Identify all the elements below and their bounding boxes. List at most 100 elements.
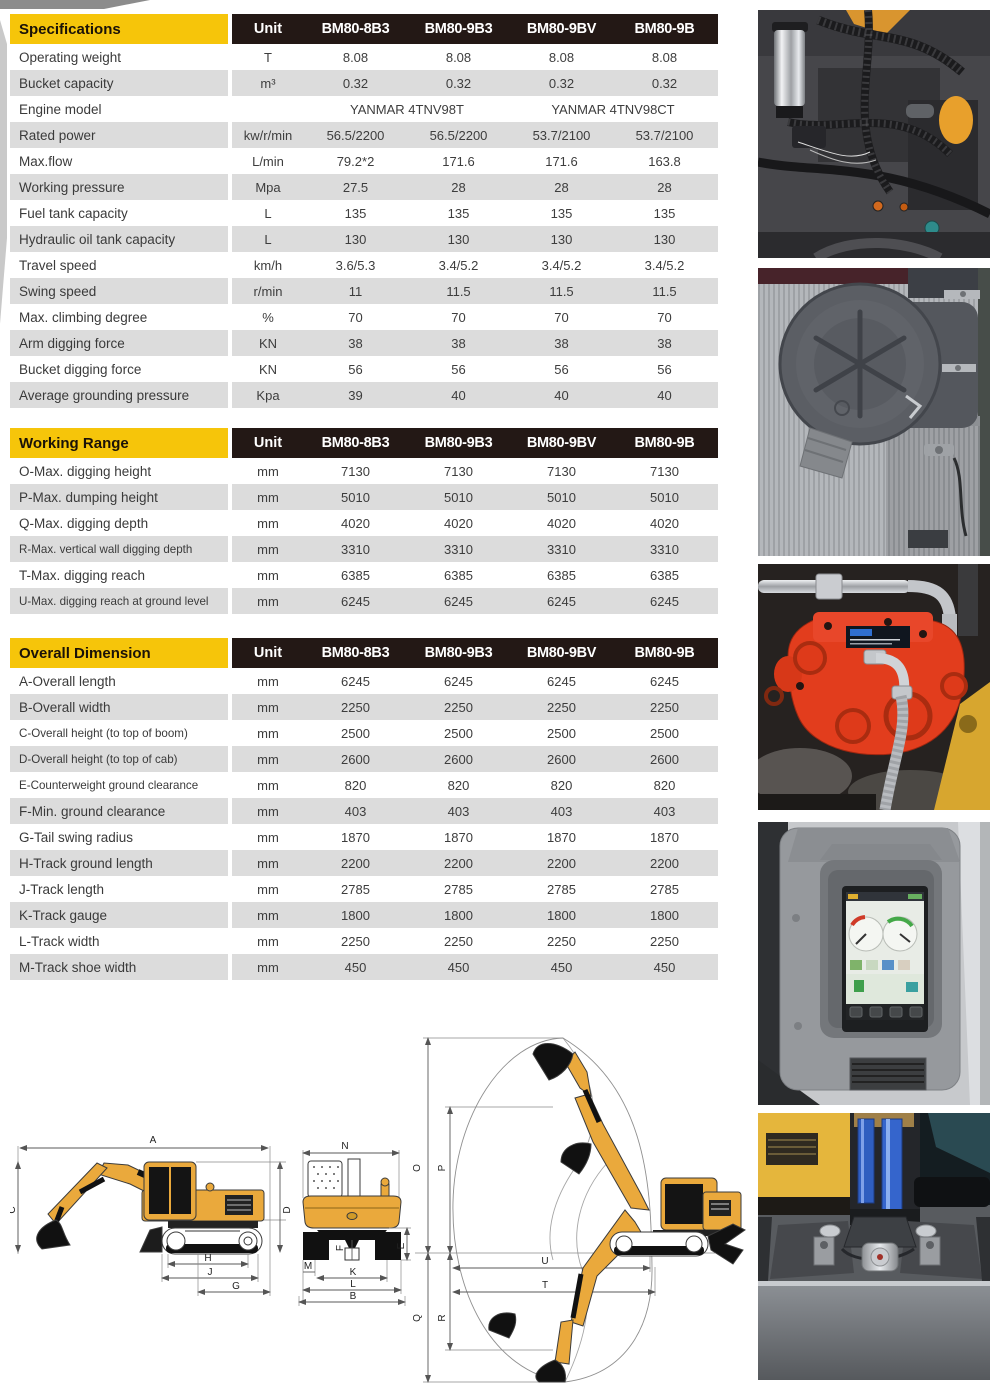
unit-cell: mm bbox=[257, 881, 279, 897]
value-cell: 3.4/5.2 bbox=[541, 257, 582, 273]
value-cell: 1870 bbox=[444, 829, 473, 845]
unit-cell: mm bbox=[257, 567, 279, 583]
row-label: Operating weight bbox=[19, 49, 122, 65]
table-row: L-Track width mm 2250 2250 2250 2250 bbox=[10, 928, 718, 954]
value-cell: 2785 bbox=[650, 881, 679, 897]
value-cell: 38 bbox=[348, 335, 363, 351]
model-column-header: BM80-9B3 bbox=[424, 645, 493, 661]
unit-cell: mm bbox=[257, 699, 279, 715]
table-title: Overall Dimension bbox=[10, 638, 228, 668]
side-view-dimension-drawing: A C D bbox=[10, 1135, 293, 1296]
table-row: K-Track gauge mm 1800 1800 1800 1800 bbox=[10, 902, 718, 928]
row-values: m³ 0.32 0.32 0.32 0.32 bbox=[232, 70, 718, 96]
value-cell: 2200 bbox=[341, 855, 370, 871]
dim-label-g: G bbox=[232, 1281, 240, 1292]
value-cell: 3.4/5.2 bbox=[644, 257, 685, 273]
row-values: L 135 135 135 135 bbox=[232, 200, 718, 226]
row-label: K-Track gauge bbox=[10, 902, 228, 928]
value-cell: 2500 bbox=[341, 725, 370, 741]
table-row: F-Min. ground clearance mm 403 403 403 403 bbox=[10, 798, 718, 824]
table-row: Hydraulic oil tank capacity L 130 130 130 130 bbox=[10, 226, 718, 252]
row-label: Hydraulic oil tank capacity bbox=[10, 226, 228, 252]
row-label: G-Tail swing radius bbox=[19, 829, 134, 845]
table-row: D-Overall height (to top of cab) mm 2600 26… bbox=[10, 746, 718, 772]
value-cell: 5010 bbox=[341, 489, 370, 505]
value-cell: 70 bbox=[451, 309, 466, 325]
row-label: Q-Max. digging depth bbox=[19, 515, 149, 531]
value-cell: 7130 bbox=[650, 463, 679, 479]
unit-cell: mm bbox=[257, 933, 279, 949]
value-cell: 1800 bbox=[444, 907, 473, 923]
row-values: mm 6245 6245 6245 6245 bbox=[232, 588, 718, 614]
table-row: G-Tail swing radius mm 1870 1870 1870 1870 bbox=[10, 824, 718, 850]
value-cell: 820 bbox=[344, 777, 367, 793]
value-cell: 130 bbox=[550, 231, 573, 247]
unit-cell: kw/r/min bbox=[243, 127, 293, 143]
corner-decoration bbox=[0, 0, 150, 324]
row-values: % 70 70 70 70 bbox=[232, 304, 718, 330]
unit-cell: mm bbox=[257, 463, 279, 479]
value-cell: 79.2*2 bbox=[336, 153, 375, 169]
value-cell: 40 bbox=[554, 387, 569, 403]
value-cell: 2500 bbox=[650, 725, 679, 741]
dim-label-a: A bbox=[150, 1135, 157, 1146]
row-label: Working pressure bbox=[10, 174, 228, 200]
table-header: Specifications Unit BM80-8B3 BM80-9B3 BM80-… bbox=[10, 14, 718, 44]
unit-cell: mm bbox=[257, 829, 279, 845]
value-cell: 56.5/2200 bbox=[326, 127, 385, 143]
hydraulic-pump-photo bbox=[758, 564, 990, 810]
row-values: mm 5010 5010 5010 5010 bbox=[232, 484, 718, 510]
table-body: O-Max. digging height mm 7130 7130 7130 7130 P… bbox=[10, 458, 718, 614]
value-cell: 5010 bbox=[444, 489, 473, 505]
table-row: Bucket capacity m³ 0.32 0.32 0.32 0.32 bbox=[10, 70, 718, 96]
table-header: Working Range Unit BM80-8B3 BM80-9B3 BM80-9… bbox=[10, 428, 718, 458]
value-cell: 2785 bbox=[444, 881, 473, 897]
value-cell: 28 bbox=[451, 179, 466, 195]
model-column-header: BM80-9BV bbox=[526, 21, 597, 37]
working-range-diagram: O P Q R U T bbox=[412, 1037, 746, 1383]
value-cell: 28 bbox=[657, 179, 672, 195]
row-label: E-Counterweight ground clearance bbox=[19, 778, 199, 792]
unit-cell: mm bbox=[257, 593, 279, 609]
value-cell: YANMAR 4TNV98T bbox=[350, 101, 464, 117]
row-values: mm 403 403 403 403 bbox=[232, 798, 718, 824]
table-title: Working Range bbox=[10, 428, 228, 458]
row-values: YANMAR 4TNV98T YANMAR 4TNV98CT bbox=[232, 96, 718, 122]
undercarriage-photo bbox=[758, 1113, 990, 1380]
engine-bay-photo bbox=[758, 10, 990, 258]
row-values: km/h 3.6/5.3 3.4/5.2 3.4/5.2 3.4/5.2 bbox=[232, 252, 718, 278]
row-values: T 8.08 8.08 8.08 8.08 bbox=[232, 44, 718, 70]
value-cell: 7130 bbox=[547, 463, 576, 479]
value-cell: 38 bbox=[554, 335, 569, 351]
value-cell: YANMAR 4TNV98CT bbox=[551, 101, 675, 117]
working-range-table: Working Range Unit BM80-8B3 BM80-9B3 BM80-9… bbox=[10, 428, 718, 614]
table-row: J-Track length mm 2785 2785 2785 2785 bbox=[10, 876, 718, 902]
value-cell: 40 bbox=[657, 387, 672, 403]
value-cell: 27.5 bbox=[342, 179, 369, 195]
rear-view-dimension-drawing: N E F M K bbox=[298, 1141, 411, 1306]
row-values: mm 2250 2250 2250 2250 bbox=[232, 694, 718, 720]
row-label: C-Overall height (to top of boom) bbox=[19, 726, 188, 740]
value-cell: 0.32 bbox=[445, 75, 472, 91]
table-body: A-Overall length mm 6245 6245 6245 6245 B-Over… bbox=[10, 668, 718, 980]
dim-label-m: M bbox=[304, 1261, 312, 1272]
table-row: Average grounding pressure Kpa 39 40 40 40 bbox=[10, 382, 718, 408]
value-cell: 39 bbox=[348, 387, 363, 403]
unit-cell: r/min bbox=[253, 283, 283, 299]
table-row: Swing speed r/min 11 11.5 11.5 11.5 bbox=[10, 278, 718, 304]
value-cell: 2500 bbox=[444, 725, 473, 741]
value-cell: 56 bbox=[554, 361, 569, 377]
dim-label-r: R bbox=[437, 1314, 448, 1321]
value-cell: 130 bbox=[447, 231, 470, 247]
table-row: Max.flow L/min 79.2*2 171.6 171.6 163.8 bbox=[10, 148, 718, 174]
row-values: kw/r/min 56.5/2200 56.5/2200 53.7/2100 53.7/… bbox=[232, 122, 718, 148]
row-values: r/min 11 11.5 11.5 11.5 bbox=[232, 278, 718, 304]
value-cell: 8.08 bbox=[548, 49, 575, 65]
table-row: Travel speed km/h 3.6/5.3 3.4/5.2 3.4/5.2 3.4… bbox=[10, 252, 718, 278]
value-cell: 135 bbox=[344, 205, 367, 221]
table-column-headers: Unit BM80-8B3 BM80-9B3 BM80-9BV BM80-9B bbox=[232, 14, 718, 44]
dim-label-b: B bbox=[350, 1291, 357, 1302]
row-values: mm 820 820 820 820 bbox=[232, 772, 718, 798]
dim-label-h: H bbox=[204, 1253, 211, 1264]
row-label: Bucket digging force bbox=[19, 361, 142, 377]
